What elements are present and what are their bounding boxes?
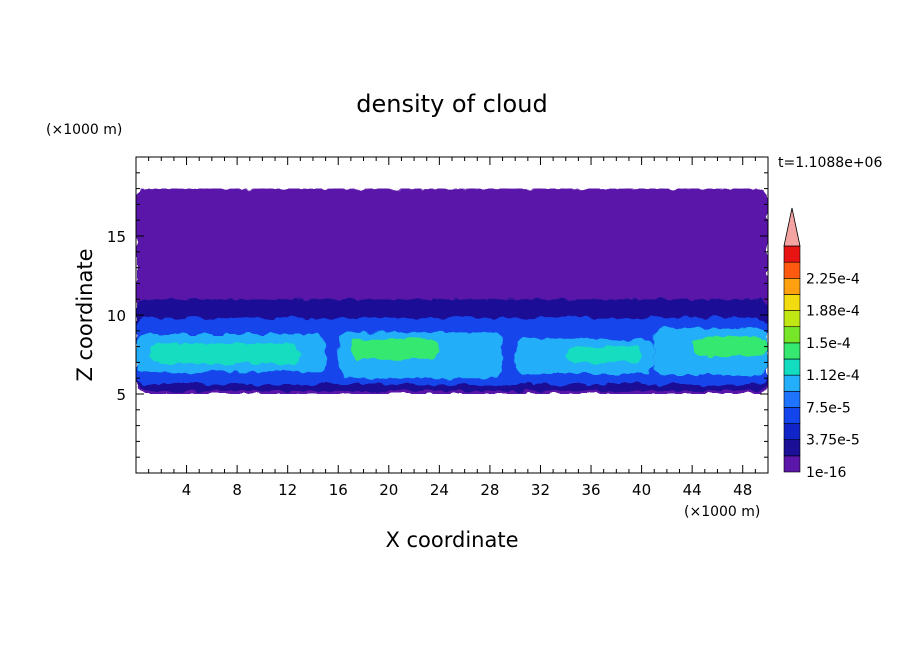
density-region-8 xyxy=(565,346,642,363)
density-region-6 xyxy=(350,338,440,360)
x-tick-label: 4 xyxy=(182,481,192,499)
colorbar-swatch xyxy=(783,390,801,408)
colorbar-swatch xyxy=(783,326,801,344)
colorbar-extend-triangle xyxy=(783,207,801,247)
colorbar-swatch xyxy=(783,374,801,392)
y-tick-label: 15 xyxy=(107,228,126,246)
colorbar-swatch xyxy=(783,294,801,311)
plot-area xyxy=(135,156,769,474)
colorbar-label: 1.12e-4 xyxy=(806,368,860,384)
x-tick-label: 20 xyxy=(379,481,398,499)
time-label: t=1.1088e+06 xyxy=(778,155,882,171)
colorbar-swatch xyxy=(783,310,801,328)
x-tick-label: 48 xyxy=(733,481,752,499)
y-tick-label: 5 xyxy=(116,386,126,404)
colorbar-label: 1.88e-4 xyxy=(806,304,860,320)
x-tick-label: 32 xyxy=(531,481,550,499)
colorbar-label: 1.5e-4 xyxy=(806,336,851,352)
x-tick-label: 40 xyxy=(632,481,651,499)
density-region-4 xyxy=(148,343,301,364)
colorbar-label: 7.5e-5 xyxy=(806,400,851,416)
x-tick-label: 12 xyxy=(278,481,297,499)
x-unit-label: (×1000 m) xyxy=(684,504,760,520)
colorbar-swatch xyxy=(783,407,801,424)
colorbar-label: 3.75e-5 xyxy=(806,433,860,449)
colorbar-label: 1e-16 xyxy=(806,465,846,481)
colorbar-label: 2.25e-4 xyxy=(806,271,860,287)
colorbar-swatch xyxy=(783,261,801,279)
colorbar-swatch xyxy=(783,277,801,295)
colorbar-swatch xyxy=(783,439,801,457)
x-tick-label: 24 xyxy=(430,481,449,499)
x-tick-label: 8 xyxy=(232,481,242,499)
density-region-10 xyxy=(692,337,768,357)
x-tick-label: 28 xyxy=(480,481,499,499)
x-tick-label: 36 xyxy=(581,481,600,499)
colorbar: 1e-16 3.75e-5 7.5e-5 1.12e-4 1.5e-4 1.88e-4 2.… xyxy=(783,207,860,481)
y-tick-label: 10 xyxy=(107,307,126,325)
colorbar-swatch xyxy=(783,358,801,376)
y-axis-label: Z coordinate xyxy=(73,248,97,381)
colorbar-swatch xyxy=(783,423,801,441)
x-axis-label: X coordinate xyxy=(385,528,518,552)
colorbar-swatch xyxy=(783,455,801,473)
chart-title: density of cloud xyxy=(356,90,547,118)
x-tick-label: 44 xyxy=(683,481,702,499)
colorbar-swatch xyxy=(783,245,801,263)
y-unit-label: (×1000 m) xyxy=(46,122,122,138)
x-axis: 4 8 12 16 20 24 28 32 36 40 44 48 xyxy=(148,157,756,499)
y-axis: 5 10 15 xyxy=(107,172,768,458)
x-tick-label: 16 xyxy=(329,481,348,499)
colorbar-swatch xyxy=(783,342,801,360)
